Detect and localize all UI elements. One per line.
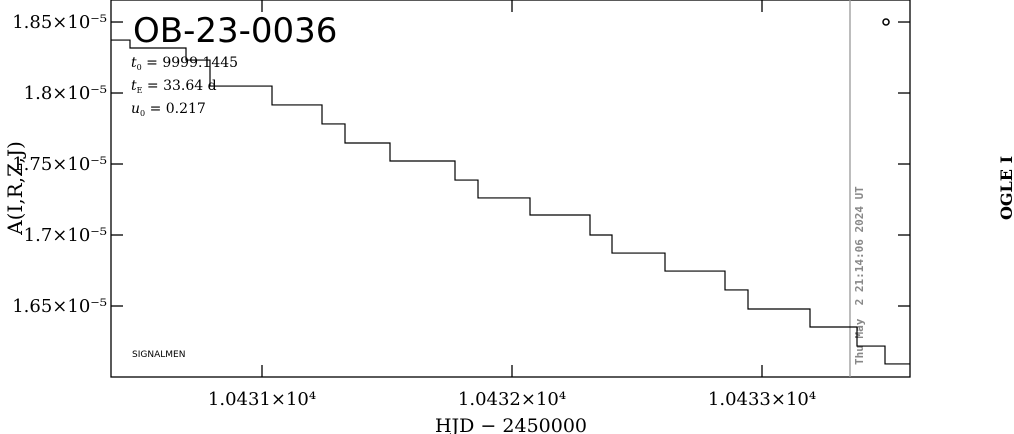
timestamp: Thu May 2 21:14:06 2024 UT — [853, 186, 866, 365]
parameter: u0 = 0.217 — [131, 101, 206, 118]
plot-frame — [110, 0, 911, 378]
chart-title: OB-23-0036 — [133, 11, 337, 51]
parameter: tE = 33.64 d — [131, 78, 217, 95]
parameter-value: = 0.217 — [145, 101, 206, 117]
y-tick-label: 1.65×10⁻⁵ — [12, 296, 107, 317]
observatory: OGLE I — [997, 156, 1014, 220]
parameter-subscript: 0 — [137, 63, 142, 72]
parameter-value: = 9999.1445 — [142, 55, 238, 71]
parameter-symbol: t — [131, 55, 137, 71]
x-tick-label: 1.0433×10⁴ — [708, 389, 816, 410]
data-line — [111, 39, 910, 365]
parameter-value: = 33.64 d — [142, 78, 216, 94]
parameter-symbol: t — [131, 78, 137, 94]
y-tick-label: 1.8×10⁻⁵ — [24, 83, 107, 104]
x-tick-label: 1.0431×10⁴ — [208, 389, 316, 410]
credit: SIGNALMEN — [132, 350, 185, 360]
parameter-subscript: 0 — [140, 109, 145, 118]
parameter: t0 = 9999.1445 — [131, 55, 238, 72]
y-tick-label: 1.75×10⁻⁵ — [12, 154, 107, 175]
parameter-subscript: E — [137, 86, 143, 95]
x-tick-label: 1.0432×10⁴ — [458, 389, 566, 410]
y-tick-label: 1.7×10⁻⁵ — [24, 225, 107, 246]
y-axis-label: A(I,R,Z,J) — [3, 141, 27, 236]
x-axis-label: HJD − 2450000 — [435, 415, 587, 434]
parameter-symbol: u — [131, 101, 140, 117]
y-tick-label: 1.85×10⁻⁵ — [12, 12, 107, 33]
symbol — [882, 18, 890, 26]
